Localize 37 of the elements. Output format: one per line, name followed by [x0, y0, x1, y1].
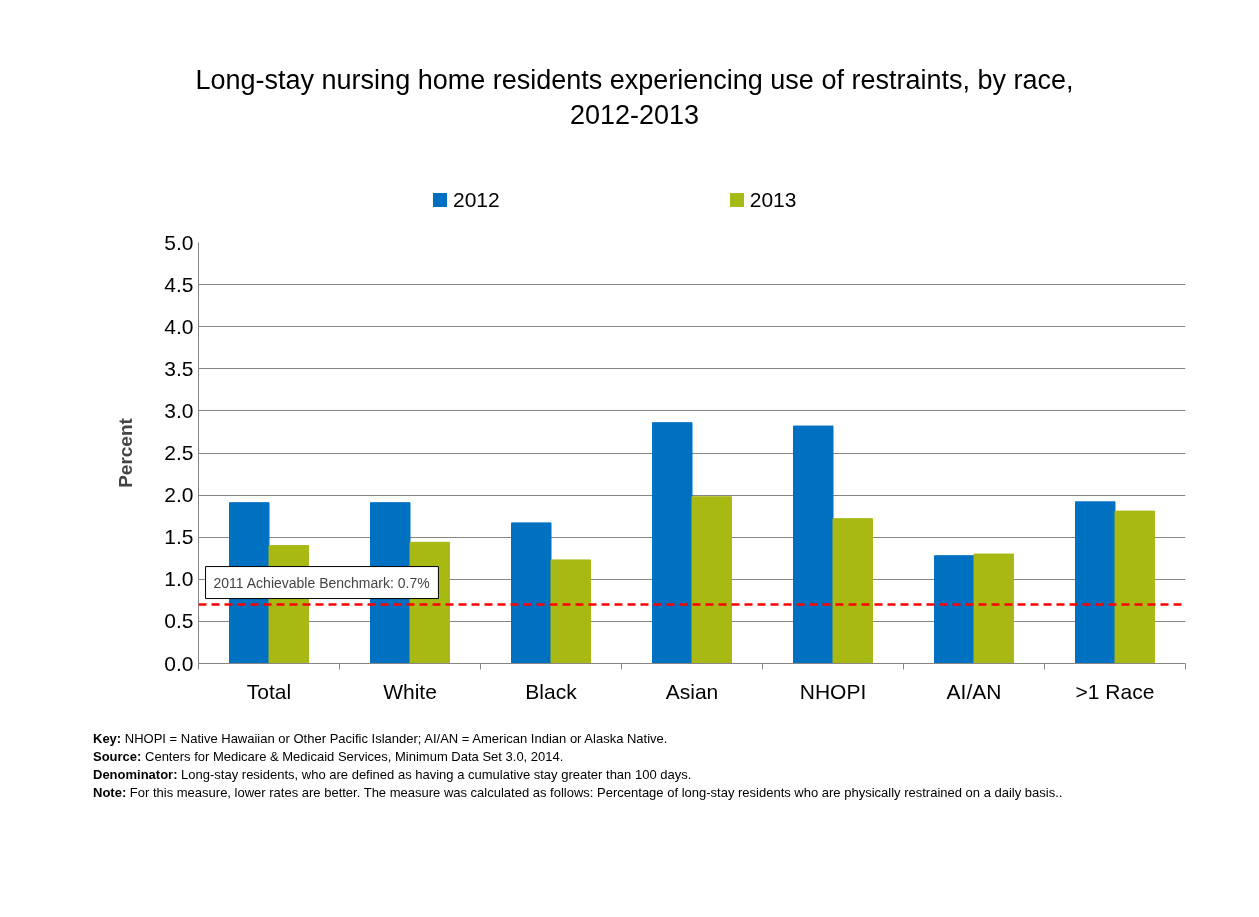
x-tick-label: >1 Race	[1075, 679, 1155, 703]
y-tick-label: 0.5	[164, 609, 194, 633]
bar	[973, 553, 1014, 664]
x-tick-label: NHOPI	[799, 679, 867, 703]
bar	[1075, 501, 1116, 664]
bar	[1114, 510, 1155, 664]
y-tick-label: 0.0	[164, 651, 194, 675]
bar	[793, 425, 834, 664]
y-tick-label: 3.5	[164, 356, 194, 380]
y-tick-label: 1.0	[164, 567, 194, 591]
text: Key: NHOPI = Native Hawaiian or Other Pacific Islander; AI/AN = American Indian or Alaska Native.	[93, 731, 668, 746]
ref-line-label: 2011 Achievable Benchmark: 0.7%	[213, 574, 430, 591]
y-tick-label: 2.0	[164, 483, 194, 507]
x-tick-label: White	[383, 679, 437, 703]
y-tick-label: 3.0	[164, 398, 194, 422]
legend-label: 2013	[748, 187, 797, 213]
x-tick-label: Black	[525, 679, 578, 703]
y-tick-label: 4.5	[164, 272, 194, 296]
x-tick-label: Total	[246, 679, 292, 703]
x-tick-label: AI/AN	[946, 679, 1002, 703]
x-tick-label: Asian	[665, 679, 719, 703]
bar	[652, 422, 693, 664]
y-tick-label: 1.5	[164, 525, 194, 549]
y-tick-label: 5.0	[164, 230, 194, 254]
bar	[934, 555, 975, 664]
y-axis-title: Percent	[115, 417, 137, 488]
legend-label: 2012	[452, 187, 500, 213]
y-tick-label: 2.5	[164, 441, 194, 464]
text: Denominator: Long-stay residents, who are defined as having a cumulative stay greater than 100 days.	[93, 767, 692, 782]
text: Note: For this measure, lower rates are better. The measure was calculated as follows: Percentage of long-stay residents who are physically restrained on a daily basis..	[93, 785, 1063, 800]
source-note: Source: Centers for Medicare & Medicaid Services, Minimum Data Set 3.0, 2014.	[93, 749, 564, 764]
chart-title: Long-stay nursing home residents experiencing use of restraints, by race, 2012-2013	[194, 64, 1075, 133]
y-tick-label: 4.0	[164, 314, 194, 338]
bar	[550, 559, 591, 664]
bar	[511, 522, 552, 664]
bar	[691, 496, 732, 664]
bar	[832, 518, 873, 664]
